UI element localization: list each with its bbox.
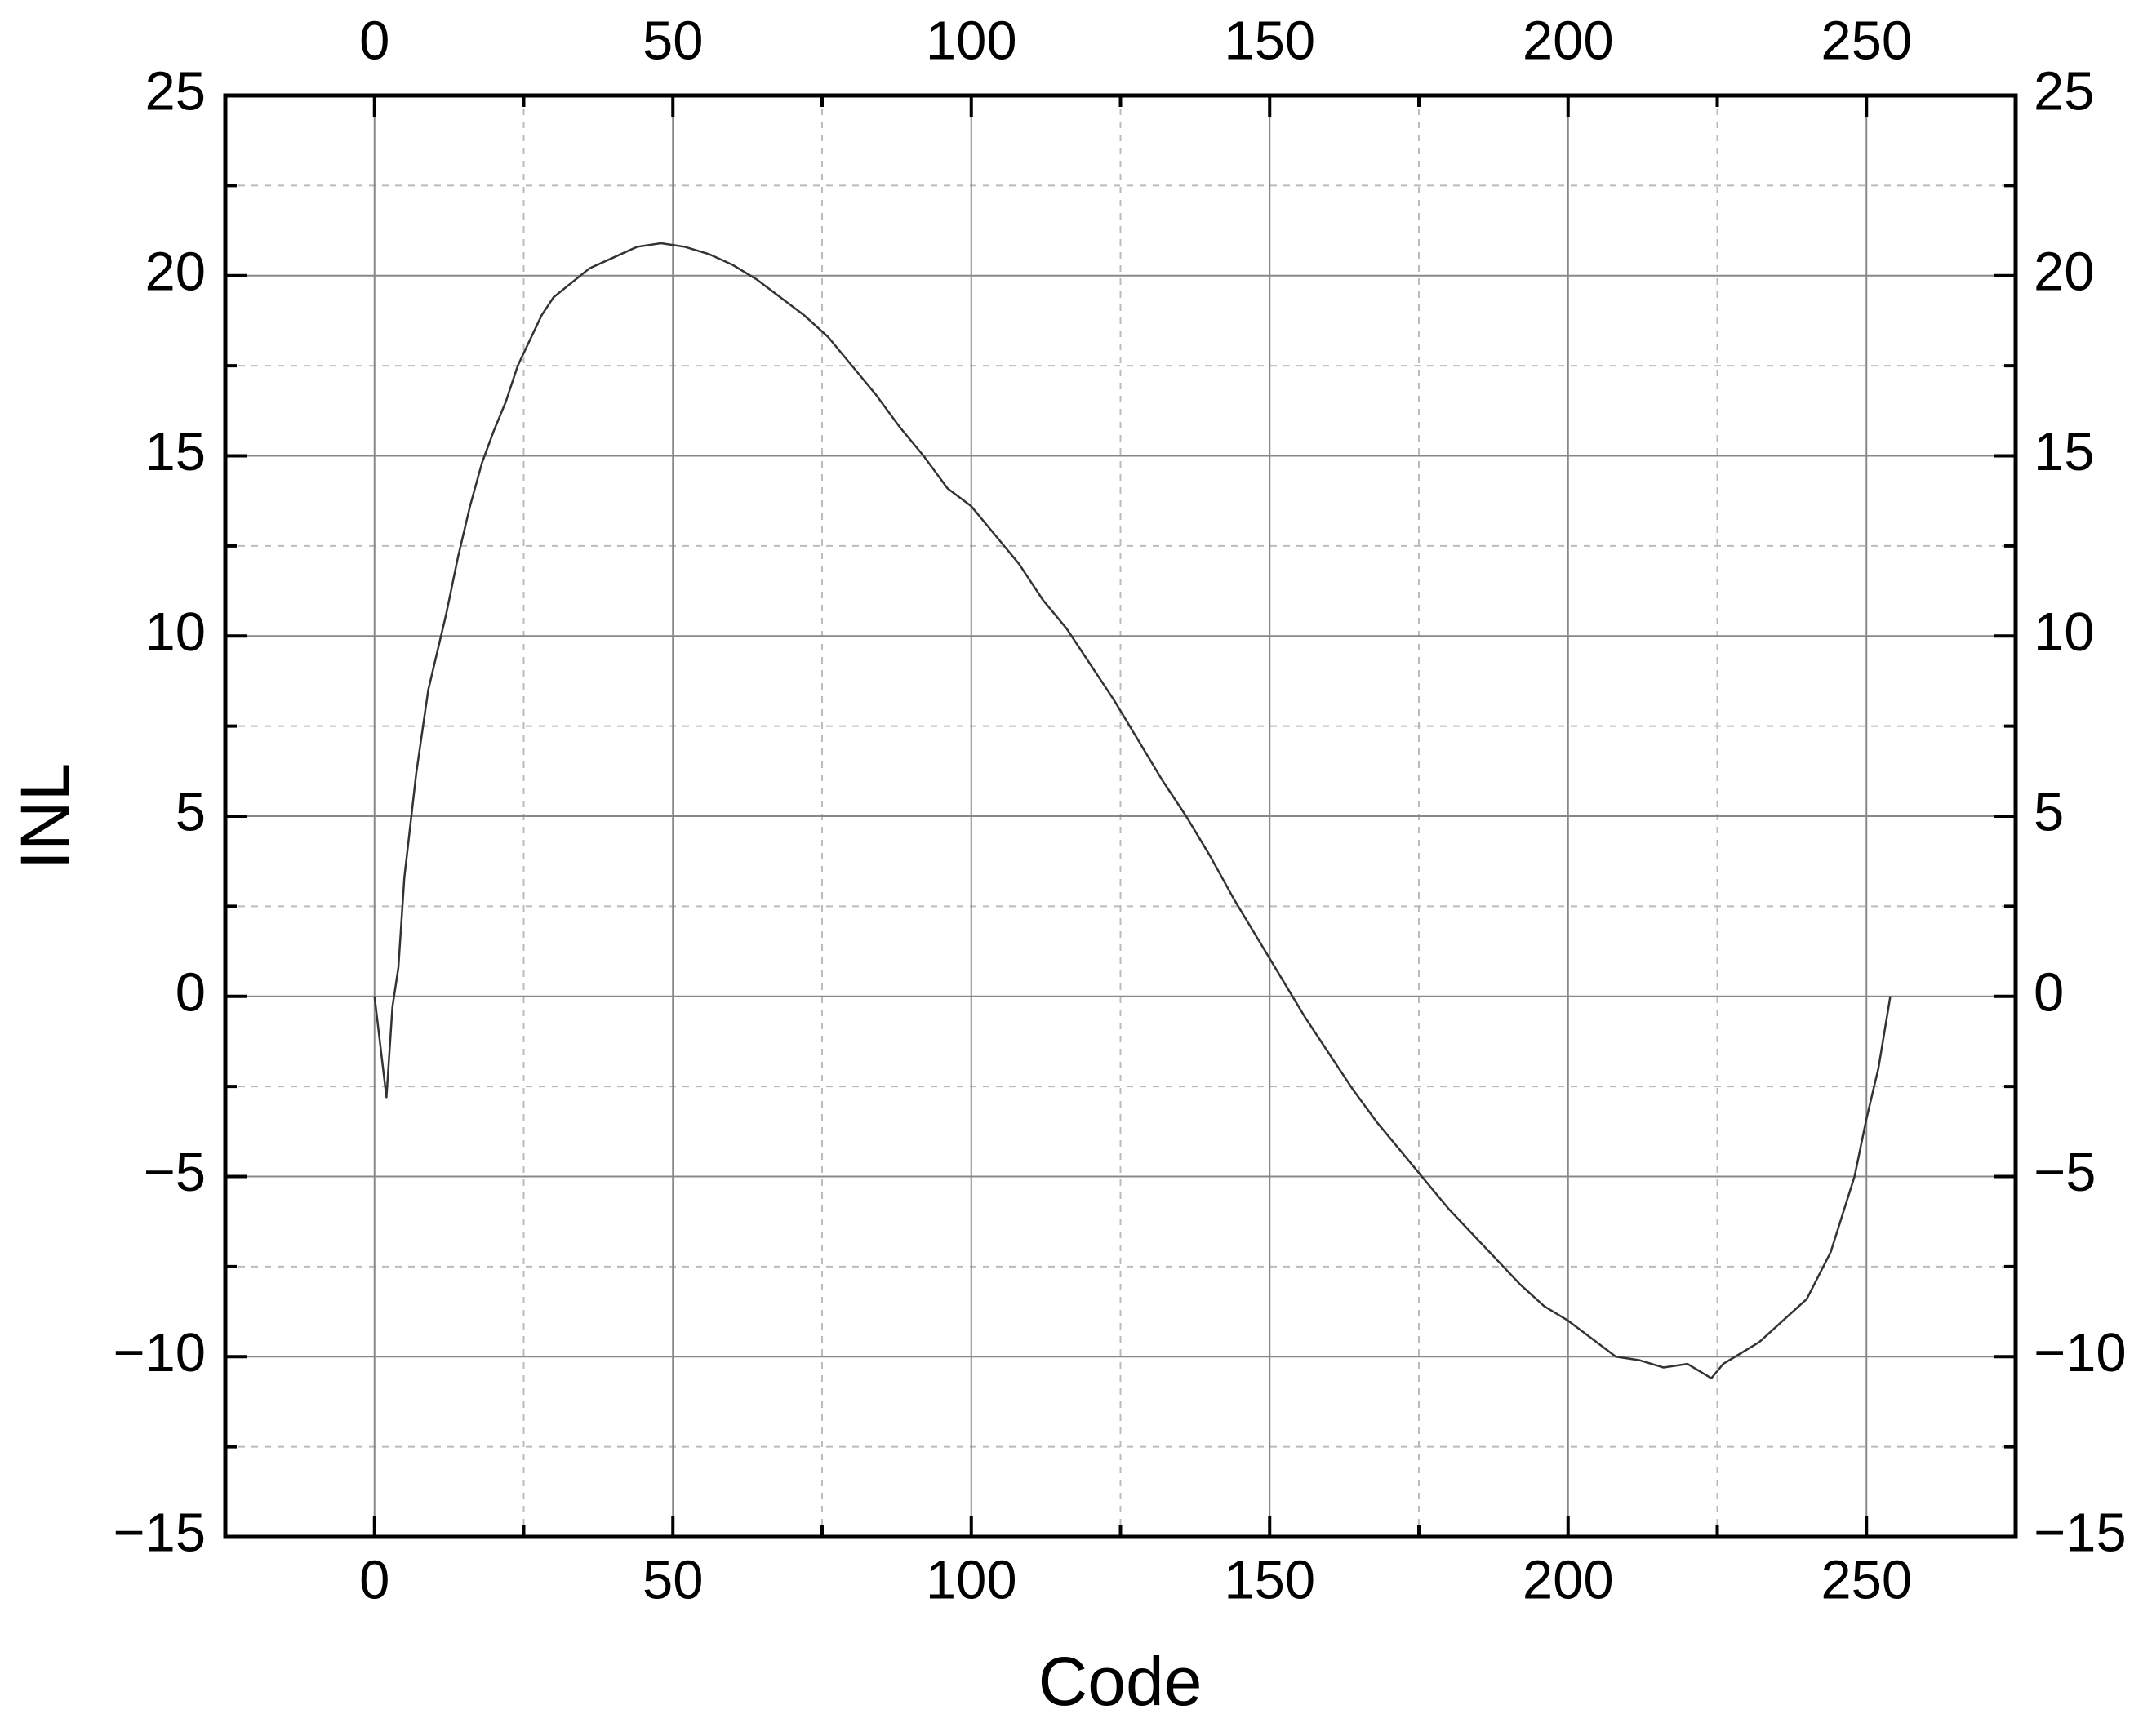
x-tick-label: 50 <box>642 1550 704 1611</box>
y-tick-label: 10 <box>144 602 206 663</box>
x-tick-label: 200 <box>1523 1550 1614 1611</box>
y-tick-label: 25 <box>144 61 206 122</box>
y-tick-label: 5 <box>176 782 206 843</box>
y-tick-label: −10 <box>113 1322 206 1383</box>
y-tick-label-right: 20 <box>2034 241 2095 302</box>
x-tick-label-top: 250 <box>1821 11 1912 72</box>
y-tick-label: 0 <box>176 961 206 1023</box>
x-tick-label: 150 <box>1224 1550 1315 1611</box>
y-tick-label-right: 10 <box>2034 602 2095 663</box>
y-tick-label: 15 <box>144 421 206 482</box>
plot-frame <box>223 93 2018 1539</box>
y-tick-label-right: 15 <box>2034 421 2095 482</box>
x-tick-label-top: 150 <box>1224 11 1315 72</box>
y-tick-label: 20 <box>144 241 206 302</box>
y-tick-label-right: −10 <box>2034 1322 2127 1383</box>
y-tick-label: −15 <box>113 1503 206 1564</box>
x-tick-label-top: 0 <box>359 11 389 72</box>
x-tick-label: 0 <box>359 1550 389 1611</box>
y-tick-label-right: −15 <box>2034 1503 2127 1564</box>
y-tick-label-right: 0 <box>2034 961 2064 1023</box>
x-axis-label: Code <box>1038 1643 1203 1720</box>
y-axis-label: INL <box>7 763 83 870</box>
y-tick-label-right: 25 <box>2034 61 2095 122</box>
y-tick-label-right: −5 <box>2034 1142 2096 1203</box>
y-tick-label-right: 5 <box>2034 782 2064 843</box>
x-tick-label: 100 <box>926 1550 1017 1611</box>
x-tick-label-top: 200 <box>1523 11 1614 72</box>
y-tick-label: −5 <box>144 1142 206 1203</box>
x-tick-label-top: 100 <box>926 11 1017 72</box>
x-tick-label-top: 50 <box>642 11 704 72</box>
x-tick-label: 250 <box>1821 1550 1912 1611</box>
line <box>373 242 1892 1379</box>
